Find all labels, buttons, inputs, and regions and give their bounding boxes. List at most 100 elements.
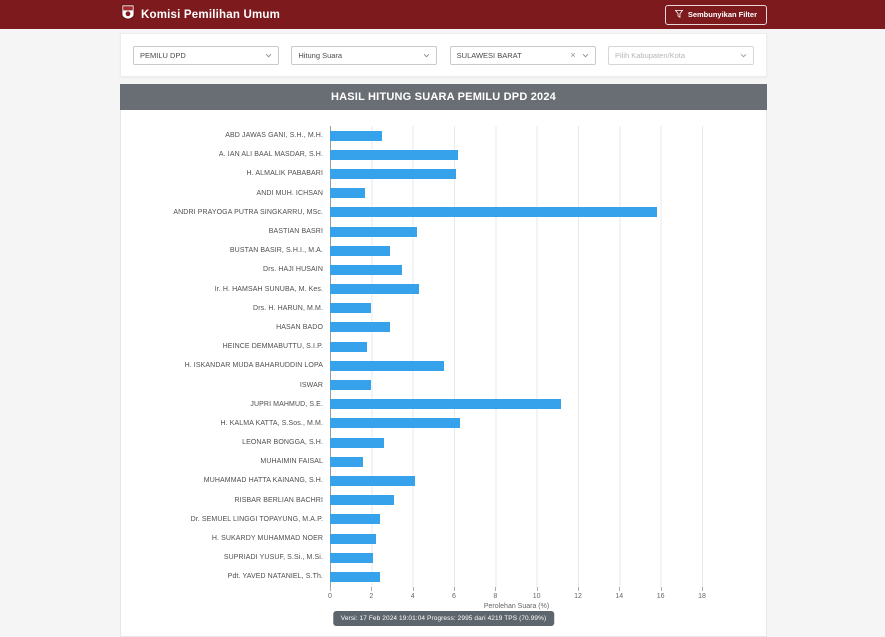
chart-row: Drs. HAJI HUSAIN	[121, 260, 766, 279]
candidate-label: MUHAIMIN FAISAL	[260, 458, 323, 466]
x-tick-mark	[536, 587, 538, 591]
value-bar[interactable]	[330, 188, 366, 199]
x-tick-label: 10	[532, 593, 541, 600]
chart-row: Drs. H. HARUN, M.M.	[121, 299, 766, 318]
select-stage[interactable]: Hitung Suara	[291, 45, 438, 65]
candidate-label: H. ALMALIK PABABARI	[246, 170, 323, 178]
x-tick-mark	[412, 587, 414, 591]
candidate-label: MUHAMMAD HATTA KAINANG, S.H.	[203, 477, 323, 485]
chart-row: JUPRI MAHMUD, S.E.	[121, 395, 766, 414]
x-tick-mark	[660, 587, 662, 591]
candidate-label: A. IAN ALI BAAL MASDAR, S.H.	[218, 151, 323, 159]
value-bar[interactable]	[330, 514, 380, 525]
kpu-logo-icon	[121, 4, 135, 25]
value-bar[interactable]	[330, 533, 376, 544]
hide-filter-label: Sembunyikan Filter	[687, 10, 757, 19]
value-bar[interactable]	[330, 456, 364, 467]
chevron-down-icon	[265, 53, 272, 57]
chart-row: LEONAR BONGGA, S.H.	[121, 433, 766, 452]
value-bar[interactable]	[330, 130, 382, 141]
chart-row: Dr. SEMUEL LINGGI TOPAYUNG, M.A.P.	[121, 510, 766, 529]
candidate-label: ANDI MUH. ICHSAN	[256, 189, 323, 197]
chart-row: H. ISKANDAR MUDA BAHARUDDIN LOPA	[121, 356, 766, 375]
candidate-label: H. SUKARDY MUHAMMAD NOER	[211, 535, 323, 543]
chart-gridlines	[330, 126, 703, 587]
value-bar[interactable]	[330, 380, 372, 391]
x-tick-mark	[371, 587, 373, 591]
value-bar[interactable]	[330, 360, 444, 371]
select-pemilu-type[interactable]: PEMILU DPD	[133, 45, 279, 65]
filter-bar: PEMILU DPD Hitung Suara SULAWESI BARAT ×…	[120, 33, 767, 77]
value-bar[interactable]	[330, 322, 390, 333]
chevron-down-icon	[582, 53, 588, 57]
candidate-label: Pdt. YAVED NATANIEL, S.Th.	[227, 573, 323, 581]
chart-row: H. SUKARDY MUHAMMAD NOER	[121, 529, 766, 548]
select-kabupaten-placeholder: Pilih Kabupaten/Kota	[614, 50, 686, 60]
value-bar[interactable]	[330, 284, 419, 295]
candidate-label: BUSTAN BASIR, S.H.I., M.A.	[229, 247, 323, 255]
version-badge: Versi: 17 Feb 2024 19:01:04 Progress: 29…	[332, 611, 555, 626]
value-bar[interactable]	[330, 437, 384, 448]
value-bar[interactable]	[330, 475, 415, 486]
chart-card: HASIL HITUNG SUARA PEMILU DPD 2024 ABD J…	[120, 84, 767, 637]
chart-row: H. KALMA KATTA, S.Sos., M.M.	[121, 414, 766, 433]
candidate-label: LEONAR BONGGA, S.H.	[242, 439, 323, 447]
candidate-label: RISBAR BERLIAN BACHRI	[234, 496, 323, 504]
x-tick-label: 14	[615, 593, 624, 600]
candidate-label: HEINCE DEMMABUTTU, S.I.P.	[222, 343, 323, 351]
select-province-value: SULAWESI BARAT	[456, 50, 522, 60]
x-tick-mark	[454, 587, 455, 591]
candidate-label: Drs. HAJI HUSAIN	[263, 266, 323, 274]
select-pemilu-type-value: PEMILU DPD	[140, 50, 186, 60]
brand-title: Komisi Pemilihan Umum	[141, 8, 281, 21]
hide-filter-button[interactable]: Sembunyikan Filter	[664, 4, 767, 25]
funnel-icon	[674, 9, 684, 20]
chart-rows: ABD JAWAS GANI, S.H., M.H. A. IAN ALI BAA…	[121, 126, 766, 587]
value-bar[interactable]	[330, 149, 459, 160]
chart-row: MUHAMMAD HATTA KAINANG, S.H.	[121, 471, 766, 490]
chart-row: Ir. H. HAMSAH SUNUBA, M. Kes.	[121, 280, 766, 299]
candidate-label: SUPRIADI YUSUF, S.Si., M.Si.	[223, 554, 323, 562]
x-tick-mark	[330, 587, 331, 591]
value-bar[interactable]	[330, 245, 390, 256]
value-bar[interactable]	[330, 341, 368, 352]
x-tick-mark	[619, 587, 621, 591]
value-bar[interactable]	[330, 571, 380, 582]
chevron-down-icon	[424, 53, 430, 57]
x-tick-label: 0	[328, 593, 332, 600]
value-bar[interactable]	[330, 552, 374, 563]
chart-row: H. ALMALIK PABABARI	[121, 164, 766, 183]
chart-title: HASIL HITUNG SUARA PEMILU DPD 2024	[120, 84, 767, 110]
candidate-label: BASTIAN BASRI	[268, 228, 323, 236]
value-bar[interactable]	[330, 303, 372, 314]
candidate-label: JUPRI MAHMUD, S.E.	[250, 400, 323, 408]
chart-row: A. IAN ALI BAAL MASDAR, S.H.	[121, 145, 766, 164]
chart-row: ABD JAWAS GANI, S.H., M.H.	[121, 126, 766, 145]
x-tick-label: 12	[574, 593, 582, 600]
x-tick-label: 8	[493, 593, 498, 600]
select-stage-value: Hitung Suara	[298, 50, 343, 60]
candidate-label: ABD JAWAS GANI, S.H., M.H.	[225, 132, 323, 140]
chart-row: ANDRI PRAYOGA PUTRA SINGKARRU, MSc.	[121, 203, 766, 222]
candidate-label: Drs. H. HARUN, M.M.	[253, 304, 323, 312]
chart-row: ANDI MUH. ICHSAN	[121, 184, 766, 203]
value-bar[interactable]	[330, 207, 657, 218]
value-bar[interactable]	[330, 495, 395, 506]
bar-chart: ABD JAWAS GANI, S.H., M.H. A. IAN ALI BAA…	[120, 110, 767, 637]
candidate-label: Dr. SEMUEL LINGGI TOPAYUNG, M.A.P.	[190, 515, 323, 523]
value-bar[interactable]	[330, 168, 457, 179]
close-icon[interactable]: ×	[570, 49, 576, 60]
chart-row: HEINCE DEMMABUTTU, S.I.P.	[121, 337, 766, 356]
x-tick-label: 18	[698, 593, 706, 600]
value-bar[interactable]	[330, 418, 461, 429]
value-bar[interactable]	[330, 226, 417, 237]
value-bar[interactable]	[330, 399, 562, 410]
value-bar[interactable]	[330, 264, 403, 275]
chart-row: SUPRIADI YUSUF, S.Si., M.Si.	[121, 548, 766, 567]
select-kabupaten[interactable]: Pilih Kabupaten/Kota	[607, 45, 754, 65]
select-province[interactable]: SULAWESI BARAT ×	[449, 45, 596, 65]
candidate-label: H. KALMA KATTA, S.Sos., M.M.	[220, 419, 323, 427]
x-tick-label: 4	[410, 593, 415, 600]
x-axis-title: Perolehan Suara (%)	[483, 603, 550, 610]
chart-row: Pdt. YAVED NATANIEL, S.Th.	[121, 567, 766, 586]
